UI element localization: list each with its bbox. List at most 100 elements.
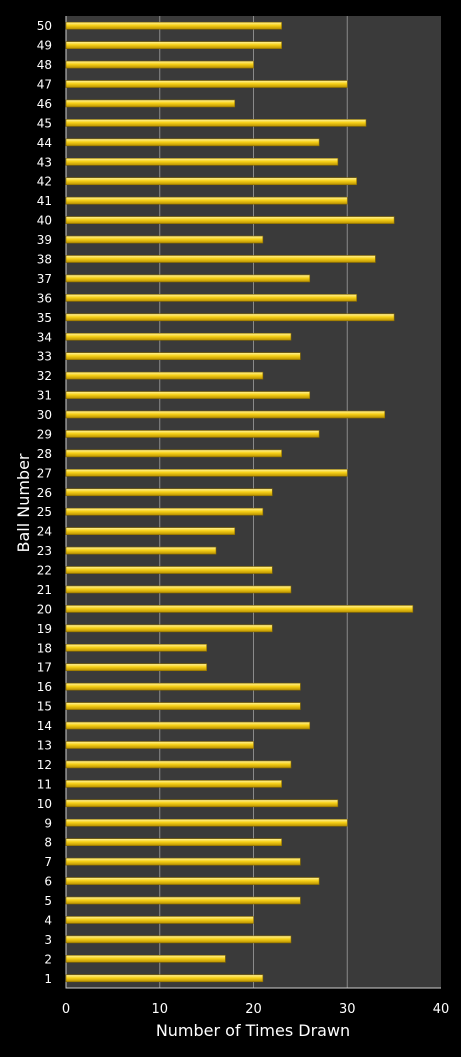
bar-ball-28	[65, 449, 282, 458]
x-tick-label: 20	[245, 1002, 262, 1017]
y-tick-label: 31	[37, 389, 52, 403]
bar-ball-16	[65, 682, 301, 691]
bar-ball-24	[65, 527, 236, 535]
bar-ball-40	[65, 216, 395, 224]
bar-ball-31	[65, 391, 311, 399]
y-tick-label: 1	[44, 972, 52, 986]
y-tick-label: 7	[44, 855, 52, 869]
y-tick-label: 43	[37, 155, 52, 169]
bar-ball-21	[65, 585, 292, 594]
bar-ball-9	[65, 818, 348, 827]
bar-ball-4	[65, 916, 254, 924]
bar-ball-8	[65, 838, 282, 847]
y-tick-label: 49	[37, 39, 52, 53]
y-tick-label: 29	[37, 427, 52, 441]
y-tick-label: 11	[37, 777, 52, 791]
y-tick-label: 5	[44, 894, 52, 908]
bar-ball-48	[65, 60, 254, 69]
y-tick-label: 2	[44, 952, 52, 966]
y-tick-label: 28	[37, 447, 52, 461]
bar-ball-13	[65, 741, 254, 749]
y-tick-label: 37	[37, 272, 52, 286]
y-tick-label: 30	[37, 408, 52, 422]
y-tick-label: 6	[44, 875, 52, 889]
bar-ball-44	[65, 138, 320, 147]
y-tick-label: 50	[37, 19, 52, 33]
x-tick-label: 0	[62, 1002, 70, 1017]
x-tick-label: 30	[339, 1002, 356, 1017]
y-tick-label: 15	[37, 700, 52, 714]
y-tick-label: 24	[37, 525, 52, 539]
bar-ball-35	[65, 313, 395, 322]
y-tick-label: 46	[37, 97, 52, 111]
y-tick-label: 16	[37, 680, 52, 694]
bar-ball-45	[65, 119, 367, 127]
bar-ball-19	[65, 624, 273, 633]
bars	[65, 21, 414, 983]
bar-ball-39	[65, 235, 264, 244]
y-tick-label: 18	[37, 641, 52, 655]
bar-ball-33	[65, 352, 301, 361]
bar-ball-41	[65, 196, 348, 205]
bar-ball-15	[65, 702, 301, 710]
bar-ball-20	[65, 605, 414, 613]
bar-ball-7	[65, 857, 301, 866]
x-tick-labels: 0 10 20 30 40	[62, 1002, 449, 1017]
bar-ball-10	[65, 799, 339, 808]
y-tick-label: 27	[37, 466, 52, 480]
bar-ball-2	[65, 955, 226, 963]
x-tick-label: 10	[151, 1002, 168, 1017]
y-tick-label: 3	[44, 933, 52, 947]
y-tick-label: 44	[37, 136, 52, 150]
bar-ball-11	[65, 780, 282, 788]
x-axis-title: Number of Times Drawn	[156, 1021, 350, 1040]
bar-ball-14	[65, 721, 311, 730]
y-tick-label: 21	[37, 583, 52, 597]
y-tick-labels: 1234567891011121314151617181920212223242…	[37, 19, 52, 986]
bar-ball-18	[65, 643, 207, 652]
x-tick-label: 40	[433, 1002, 450, 1017]
bar-ball-17	[65, 663, 207, 672]
y-tick-label: 38	[37, 253, 52, 267]
bar-ball-37	[65, 274, 311, 283]
bar-ball-30	[65, 410, 386, 419]
y-tick-label: 40	[37, 214, 52, 228]
bar-ball-25	[65, 507, 264, 516]
y-tick-label: 17	[37, 661, 52, 675]
bar-ball-22	[65, 566, 273, 574]
y-tick-label: 39	[37, 233, 52, 247]
bar-ball-27	[65, 469, 348, 477]
bar-ball-43	[65, 158, 339, 166]
y-tick-label: 48	[37, 58, 52, 72]
y-tick-label: 10	[37, 797, 52, 811]
y-tick-label: 23	[37, 544, 52, 558]
bar-ball-50	[65, 21, 282, 30]
y-axis-title: Ball Number	[14, 453, 33, 552]
y-tick-label: 8	[44, 836, 52, 850]
y-tick-label: 32	[37, 369, 52, 383]
bar-ball-42	[65, 177, 357, 186]
bar-ball-47	[65, 80, 348, 88]
y-tick-label: 22	[37, 564, 52, 578]
y-tick-label: 47	[37, 78, 52, 92]
bar-ball-1	[65, 974, 264, 983]
bar-ball-5	[65, 896, 301, 905]
bar-ball-34	[65, 332, 292, 341]
y-tick-label: 12	[37, 758, 52, 772]
y-tick-label: 36	[37, 291, 52, 305]
y-tick-label: 14	[37, 719, 52, 733]
y-tick-label: 25	[37, 505, 52, 519]
bar-ball-26	[65, 488, 273, 497]
y-tick-label: 34	[37, 330, 52, 344]
bar-ball-36	[65, 294, 357, 302]
bar-ball-23	[65, 546, 217, 555]
bar-ball-12	[65, 760, 292, 769]
y-tick-label: 35	[37, 311, 52, 325]
bar-ball-49	[65, 41, 282, 49]
y-tick-label: 42	[37, 175, 52, 189]
y-tick-label: 4	[44, 913, 52, 927]
bar-ball-32	[65, 371, 264, 380]
y-tick-label: 19	[37, 622, 52, 636]
